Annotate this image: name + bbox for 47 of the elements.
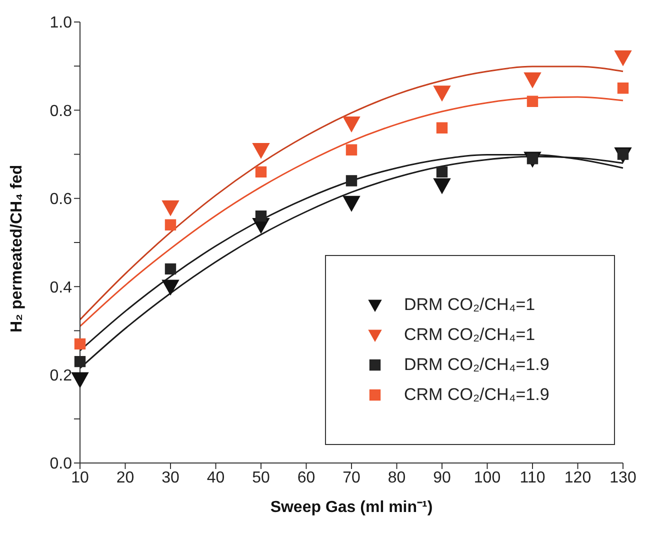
legend-label: DRM CO₂/CH₄=1 xyxy=(404,295,536,315)
y-tick-label: 0.0 xyxy=(50,456,72,473)
point xyxy=(346,144,358,156)
y-axis-title: H₂ permeated/CH₄ fed xyxy=(8,164,26,332)
x-tick-label: 70 xyxy=(342,469,360,486)
x-tick-label: 20 xyxy=(116,469,134,486)
x-tick-label: 100 xyxy=(474,469,501,486)
y-tick-label: 0.4 xyxy=(50,279,72,296)
x-tick-label: 50 xyxy=(252,469,270,486)
y-tick-label: 1.0 xyxy=(50,14,72,32)
point xyxy=(74,356,86,368)
point xyxy=(614,50,632,66)
point xyxy=(72,372,88,388)
x-tick-label: 30 xyxy=(162,469,180,486)
point xyxy=(524,72,541,88)
point xyxy=(164,219,176,230)
legend-label: DRM CO₂/CH₄=1.9 xyxy=(404,355,550,375)
point xyxy=(346,175,358,186)
point xyxy=(162,200,179,216)
x-tick-label: 90 xyxy=(433,469,451,486)
x-tick-label: 110 xyxy=(520,469,546,486)
point xyxy=(434,178,450,194)
y-tick-label: 0.8 xyxy=(50,102,72,120)
point xyxy=(164,263,176,275)
point xyxy=(436,166,448,178)
y-tick-label: 0.6 xyxy=(50,191,72,208)
point xyxy=(434,86,450,102)
x-tick-label: 40 xyxy=(206,469,225,486)
point xyxy=(74,338,86,350)
point xyxy=(252,142,270,158)
point xyxy=(255,210,267,222)
point xyxy=(617,82,629,94)
point xyxy=(343,116,360,132)
point xyxy=(436,122,448,134)
y-tick-label: 0.2 xyxy=(50,367,72,384)
x-tick-label: 10 xyxy=(71,469,89,486)
x-tick-label: 120 xyxy=(564,469,592,486)
point xyxy=(343,196,360,212)
legend-label: CRM CO₂/CH₄=1.9 xyxy=(404,385,550,405)
x-axis-title: Sweep Gas (ml min⁻¹) xyxy=(269,498,434,517)
point xyxy=(255,166,267,178)
point xyxy=(526,96,538,107)
legend-label: CRM CO₂/CH₄=1 xyxy=(404,325,536,345)
x-tick-label: 60 xyxy=(297,469,316,486)
point xyxy=(162,280,179,296)
x-tick-label: 80 xyxy=(388,469,406,486)
x-tick-label: 130 xyxy=(610,469,636,486)
